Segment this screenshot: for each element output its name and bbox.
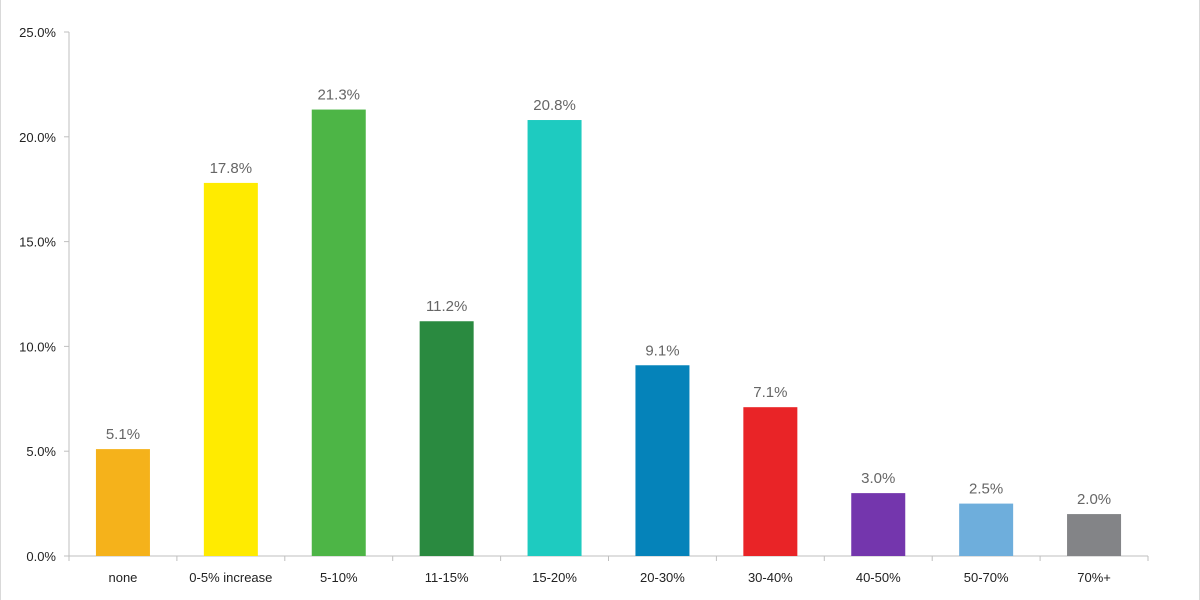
bar-value-label: 2.5% xyxy=(969,481,1003,498)
bar xyxy=(203,182,258,557)
x-category-label: 70%+ xyxy=(1077,570,1111,585)
y-tick-label: 15.0% xyxy=(19,235,56,250)
y-tick-label: 20.0% xyxy=(19,130,56,145)
bar-value-label: 11.2% xyxy=(426,298,467,315)
bar xyxy=(311,109,366,556)
x-category-label: 20-30% xyxy=(640,570,685,585)
y-tick-label: 10.0% xyxy=(19,339,56,354)
bar-value-label: 21.3% xyxy=(317,87,360,104)
bar xyxy=(95,449,150,556)
bar xyxy=(851,493,906,556)
x-category-label: none xyxy=(108,570,137,585)
bar xyxy=(635,365,690,556)
bar-value-label: 20.8% xyxy=(533,97,576,114)
y-tick-label: 0.0% xyxy=(26,549,56,564)
x-category-label: 50-70% xyxy=(964,570,1009,585)
y-tick-label: 25.0% xyxy=(19,25,56,40)
x-category-label: 5-10% xyxy=(320,570,358,585)
x-category-label: 11-15% xyxy=(425,570,469,585)
x-category-label: 40-50% xyxy=(856,570,901,585)
bar-value-label: 7.1% xyxy=(753,384,787,401)
bar-value-label: 5.1% xyxy=(106,426,140,443)
bar xyxy=(959,503,1014,556)
bars xyxy=(95,109,1122,557)
x-category-label: 15-20% xyxy=(532,570,577,585)
bar-value-label: 9.1% xyxy=(645,342,679,359)
x-category-label: 0-5% increase xyxy=(189,570,272,585)
bar xyxy=(419,321,474,556)
y-axis: 0.0% 5.0% 10.0% 15.0% 20.0% 25.0% xyxy=(19,25,70,564)
bar xyxy=(527,120,582,557)
bar xyxy=(743,407,798,556)
x-axis: none 0-5% increase 5-10% 11-15% 15-20% 20-30%… xyxy=(68,555,1149,585)
bar-value-label: 2.0% xyxy=(1077,491,1111,508)
data-labels: 5.1% 17.8% 21.3% 11.2% 20.8% 9.1% 7.1% 3.0% 2.5%… xyxy=(106,87,1111,509)
bar-value-label: 3.0% xyxy=(861,470,895,487)
bar-value-label: 17.8% xyxy=(210,160,253,177)
bar xyxy=(1067,514,1122,556)
x-category-label: 30-40% xyxy=(748,570,793,585)
y-tick-label: 5.0% xyxy=(26,444,56,459)
